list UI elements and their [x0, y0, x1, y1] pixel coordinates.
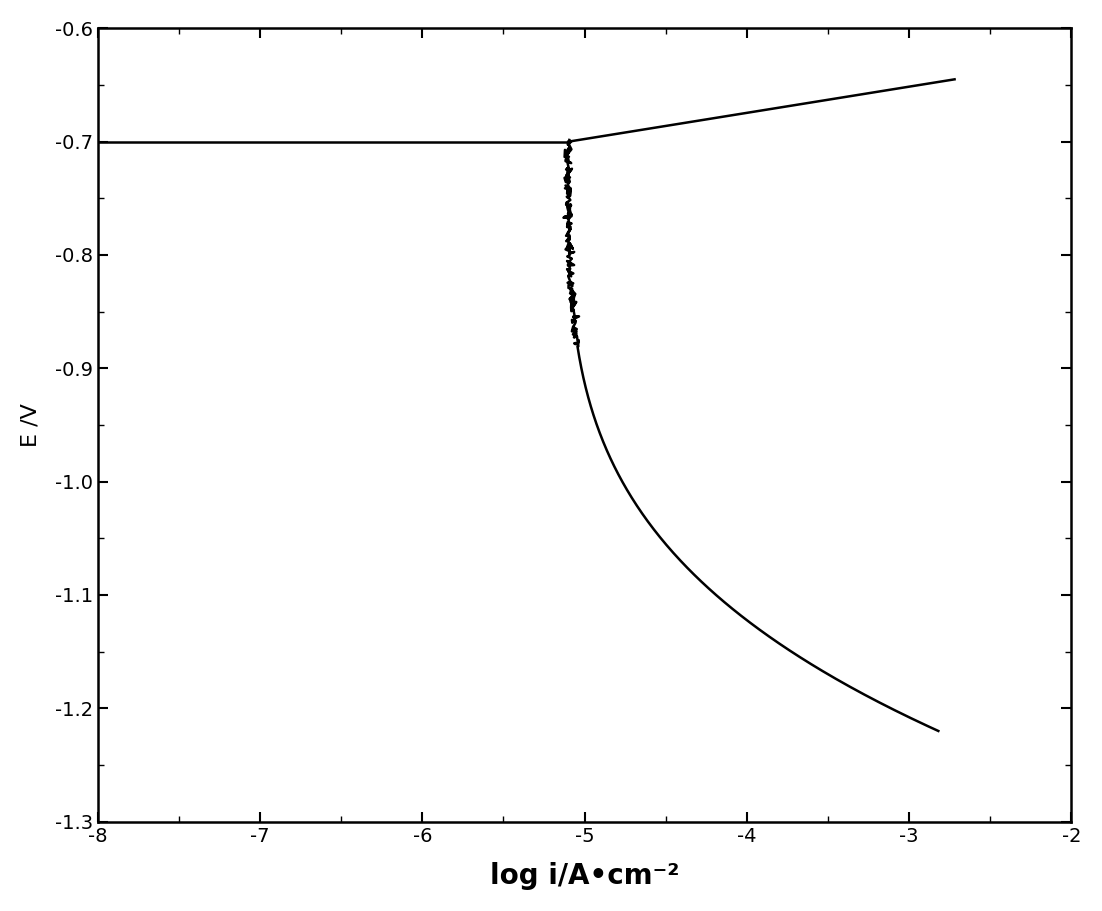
X-axis label: log i/A•cm⁻²: log i/A•cm⁻²	[490, 862, 679, 890]
Y-axis label: E /V: E /V	[21, 403, 41, 447]
